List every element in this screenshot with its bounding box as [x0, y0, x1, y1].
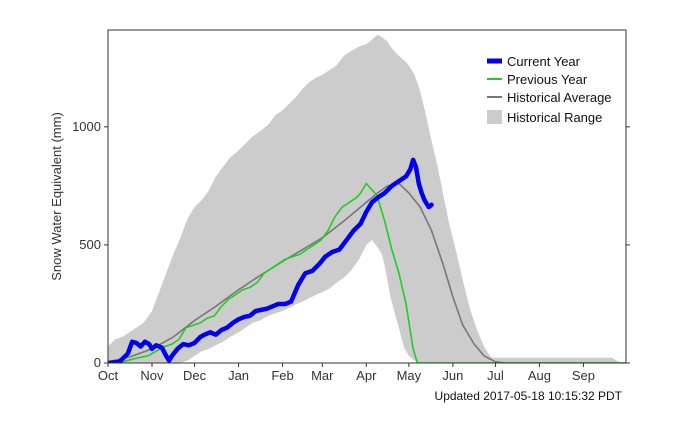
x-tick-label: Nov [140, 368, 164, 383]
x-tick-label: Jan [228, 368, 249, 383]
x-tick-label: Sep [572, 368, 595, 383]
x-tick-label: Dec [183, 368, 207, 383]
x-axis: Oct Nov Dec Jan Feb Mar Apr May Jun Jul Aug Sep [98, 363, 595, 383]
plot-frame [107, 29, 627, 364]
series-band-historical-range [108, 34, 626, 363]
x-tick-label: Aug [528, 368, 551, 383]
series-lines-layer [108, 157, 626, 363]
x-tick-label: May [397, 368, 422, 383]
updated-timestamp: Updated 2017-05-18 10:15:32 PDT [435, 389, 623, 403]
x-tick-label: Feb [271, 368, 293, 383]
x-tick-label: Apr [356, 368, 377, 383]
legend-swatch-historical-range [487, 110, 502, 124]
x-tick-label: Jul [487, 368, 504, 383]
series-line-current-year [108, 157, 434, 363]
legend-label-current-year: Current Year [507, 54, 581, 69]
historical-range-layer [108, 34, 626, 363]
legend: Current Year Previous Year Historical Av… [487, 54, 612, 125]
x-tick-label: Oct [98, 368, 119, 383]
x-tick-label: Mar [311, 368, 334, 383]
x-tick-label: Jun [442, 368, 463, 383]
y-tick-label: 1000 [72, 119, 101, 134]
y-tick-label: 0 [94, 355, 101, 370]
legend-label-previous-year: Previous Year [507, 72, 588, 87]
legend-label-historical-range: Historical Range [507, 110, 602, 125]
series-line-previous-year [108, 182, 626, 363]
plot-area [108, 34, 626, 363]
y-axis-title: Snow Water Equivalent (mm) [49, 112, 64, 281]
y-tick-label: 500 [79, 237, 101, 252]
series-line-historical-average [108, 182, 626, 363]
legend-label-historical-average: Historical Average [507, 90, 612, 105]
y-axis: 0 500 1000 [72, 119, 630, 370]
